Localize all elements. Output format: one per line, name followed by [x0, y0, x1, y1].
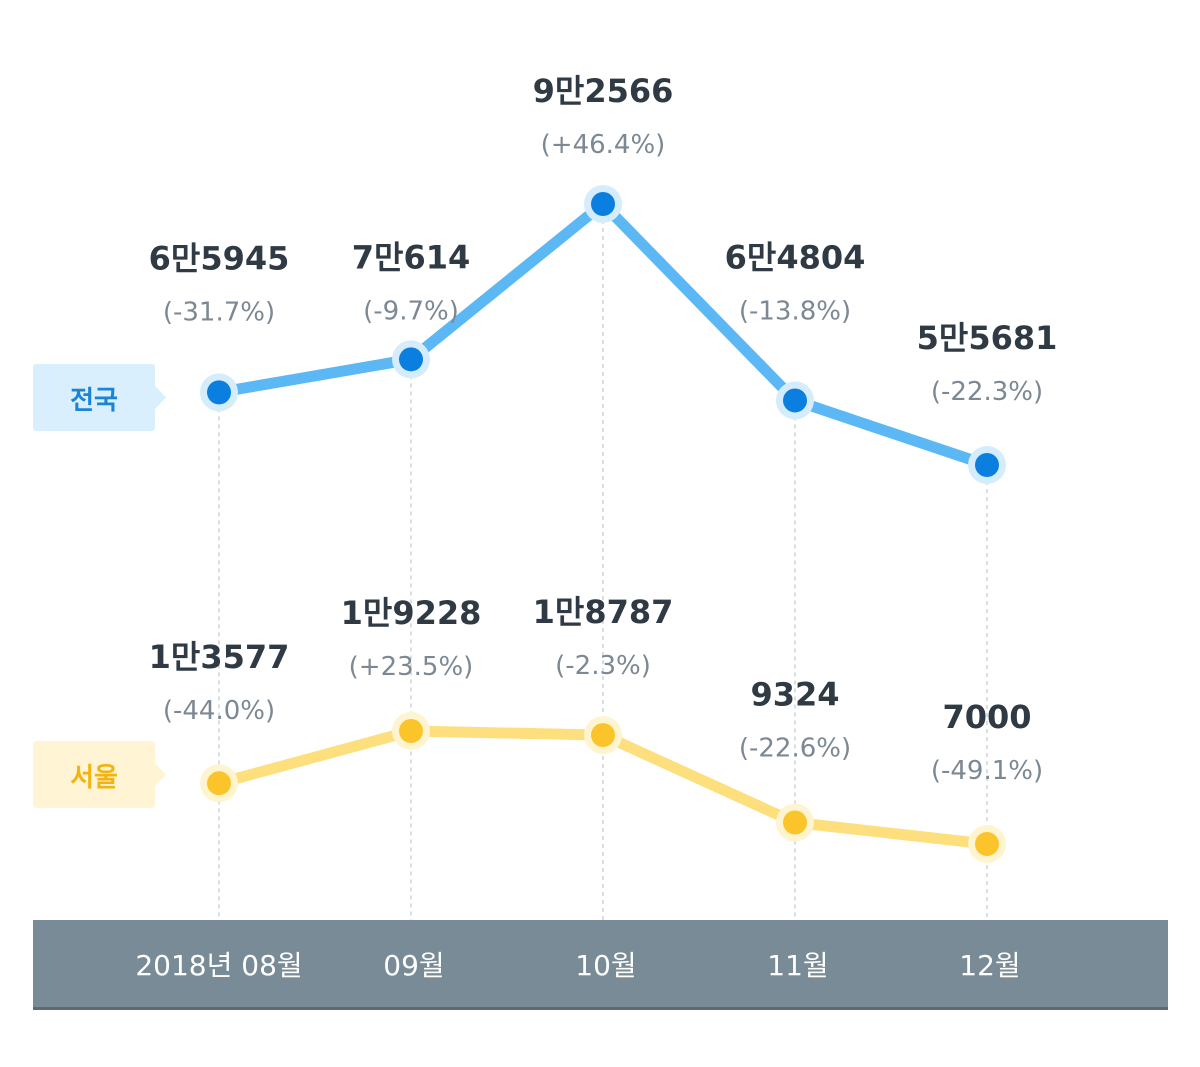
data-value-label: 1만9228 [341, 594, 482, 632]
data-change-label: (-22.3%) [931, 377, 1043, 407]
data-point [975, 832, 999, 856]
x-axis-ticks: 2018년 08월 09월 10월 11월 12월 [135, 949, 1020, 982]
data-change-label: (-2.3%) [555, 651, 651, 681]
data-point [399, 719, 423, 743]
data-value-label: 9만2566 [533, 72, 674, 110]
legend-seoul-badge [33, 741, 155, 808]
legend-national-pointer [155, 386, 166, 409]
legend-seoul-label: 서울 [70, 763, 118, 793]
data-point [783, 388, 807, 413]
series-1: 1만3577 (-44.0%) 1만9228 (+23.5%) 1만8787 (-2.3%… [149, 593, 1043, 863]
data-change-label: (+23.5%) [349, 652, 474, 682]
data-point [399, 347, 423, 372]
data-change-label: (-22.6%) [739, 734, 851, 764]
legend-seoul: 서울 [33, 741, 166, 808]
series-0: 6만5945 (-31.7%) 7만614 (-9.7%) 9만2566 (+46.4%)… [149, 72, 1058, 484]
x-tick-label: 12월 [959, 949, 1020, 982]
data-value-label: 1만8787 [533, 593, 674, 631]
data-point [783, 810, 807, 835]
legend-national-badge [33, 364, 155, 431]
data-value-label: 9324 [750, 676, 839, 714]
data-value-label: 7000 [942, 698, 1031, 736]
data-change-label: (-9.7%) [363, 296, 459, 326]
x-axis-bar [33, 920, 1168, 1010]
data-value-label: 5만5681 [917, 319, 1058, 357]
x-tick-label: 10월 [575, 949, 636, 982]
data-point [591, 192, 615, 216]
data-value-label: 6만4804 [725, 238, 866, 276]
x-tick-label: 09월 [383, 949, 444, 982]
data-value-label: 1만3577 [149, 638, 290, 676]
data-point [207, 380, 231, 405]
data-change-label: (-31.7%) [163, 297, 275, 327]
data-change-label: (+46.4%) [541, 130, 666, 160]
data-value-label: 6만5945 [149, 239, 290, 277]
data-change-label: (-49.1%) [931, 756, 1043, 786]
vertical-guides [218, 204, 988, 920]
x-tick-label: 11월 [767, 949, 828, 982]
data-value-label: 7만614 [352, 238, 471, 276]
legend-national: 전국 [33, 364, 166, 431]
x-tick-label: 2018년 08월 [135, 949, 302, 982]
legend-national-label: 전국 [70, 386, 118, 416]
data-point [591, 723, 615, 748]
x-axis-bar-bottom-edge [33, 1007, 1168, 1010]
data-change-label: (-44.0%) [163, 696, 275, 726]
data-point [207, 771, 231, 796]
data-point [975, 453, 999, 477]
series-layer: 6만5945 (-31.7%) 7만614 (-9.7%) 9만2566 (+46.4%)… [149, 72, 1058, 863]
data-change-label: (-13.8%) [739, 296, 851, 326]
legend-seoul-pointer [155, 763, 166, 786]
